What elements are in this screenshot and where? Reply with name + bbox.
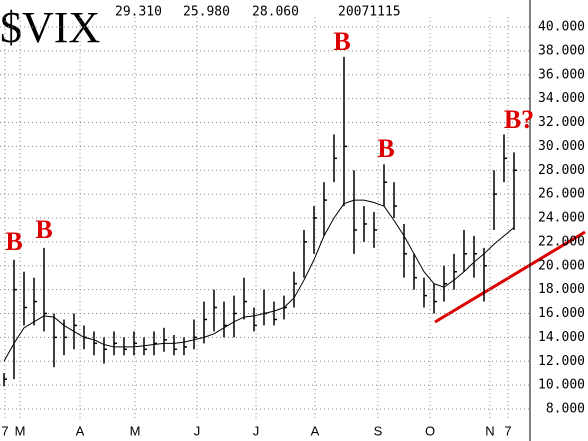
x-tick-label: 7 <box>504 423 511 438</box>
chart-title: $VIX <box>0 3 100 52</box>
y-tick-label: 40.000 <box>538 20 585 35</box>
x-tick-label: M <box>130 423 141 438</box>
annotation: B? <box>504 105 534 134</box>
header-date: 20071115 <box>338 5 401 20</box>
x-tick-label: A <box>76 423 85 438</box>
header-value: 25.980 <box>183 5 230 20</box>
moving-average <box>3 199 515 362</box>
x-tick-label: O <box>425 423 435 438</box>
x-tick-label: N <box>485 423 494 438</box>
y-tick-label: 14.000 <box>538 330 585 345</box>
y-tick-label: 34.000 <box>538 91 585 106</box>
annotation: B <box>333 27 350 56</box>
y-tick-label: 32.000 <box>538 115 585 130</box>
trend-line <box>434 230 586 324</box>
x-tick-label: A <box>311 423 320 438</box>
x-tick-label: J <box>253 423 260 438</box>
y-tick-label: 12.000 <box>538 354 585 369</box>
y-tick-label: 30.000 <box>538 139 585 154</box>
y-tick-label: 26.000 <box>538 187 585 202</box>
y-tick-label: 22.000 <box>538 234 585 249</box>
y-tick-label: 8.000 <box>546 402 585 417</box>
x-tick-label: 7 <box>1 423 8 438</box>
y-tick-label: 10.000 <box>538 378 585 393</box>
y-tick-label: 38.000 <box>538 43 585 58</box>
header-value: 29.310 <box>115 5 162 20</box>
annotation: B <box>377 134 394 163</box>
annotation: B <box>5 227 22 256</box>
y-tick-label: 18.000 <box>538 282 585 297</box>
annotation: B <box>35 215 52 244</box>
x-tick-label: M <box>15 423 26 438</box>
y-tick-label: 24.000 <box>538 211 585 226</box>
header-value: 28.060 <box>252 5 299 20</box>
y-tick-label: 20.000 <box>538 258 585 273</box>
y-tick-label: 36.000 <box>538 67 585 82</box>
x-tick-label: S <box>374 423 383 438</box>
x-tick-label: J <box>194 423 201 438</box>
y-tick-label: 16.000 <box>538 306 585 321</box>
y-tick-label: 28.000 <box>538 163 585 178</box>
